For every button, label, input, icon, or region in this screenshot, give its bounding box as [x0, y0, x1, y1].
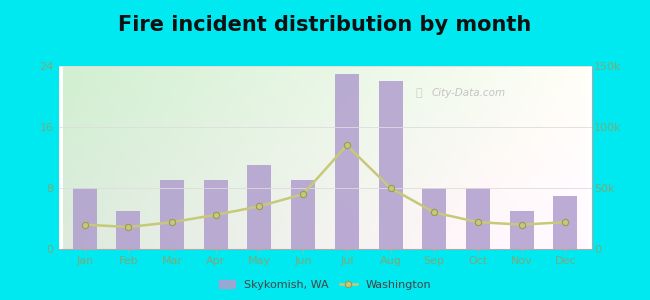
Bar	[378, 81, 402, 249]
Bar	[335, 74, 359, 249]
Bar	[422, 188, 447, 249]
Bar	[510, 211, 534, 249]
Text: Fire incident distribution by month: Fire incident distribution by month	[118, 15, 532, 35]
Bar	[203, 180, 227, 249]
Bar	[116, 211, 140, 249]
Bar	[466, 188, 490, 249]
Bar	[160, 180, 184, 249]
Bar	[248, 165, 272, 249]
Legend: Skykomish, WA, Washington: Skykomish, WA, Washington	[214, 275, 436, 294]
Bar	[553, 196, 577, 249]
Bar	[73, 188, 97, 249]
Text: City-Data.com: City-Data.com	[432, 88, 506, 98]
Bar	[291, 180, 315, 249]
Text: ⓘ: ⓘ	[415, 88, 423, 98]
